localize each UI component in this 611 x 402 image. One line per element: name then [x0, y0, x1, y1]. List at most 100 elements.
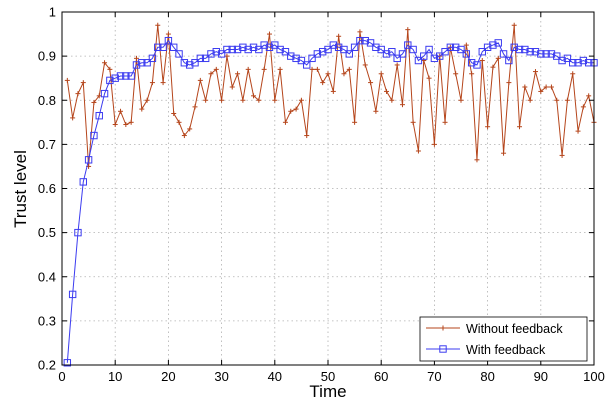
- data-point-without-feedback: [463, 42, 469, 48]
- y-tick-label: 0.2: [38, 358, 56, 373]
- data-point-with-feedback: [356, 36, 364, 45]
- data-point-with-feedback: [377, 45, 385, 54]
- data-point-with-feedback: [201, 54, 210, 63]
- data-point-without-feedback: [368, 80, 374, 86]
- data-point-without-feedback: [431, 141, 437, 147]
- data-point-with-feedback: [207, 50, 215, 58]
- data-point-with-feedback: [180, 59, 189, 67]
- data-point-with-feedback: [260, 41, 268, 49]
- data-point-without-feedback: [266, 31, 272, 37]
- data-point-without-feedback: [399, 102, 405, 108]
- data-point-with-feedback: [499, 50, 508, 58]
- data-point-without-feedback: [485, 124, 491, 130]
- x-tick-label: 20: [161, 369, 175, 384]
- data-point-with-feedback: [324, 45, 332, 54]
- data-point-with-feedback: [521, 45, 529, 54]
- data-point-without-feedback: [453, 71, 459, 77]
- data-point-without-feedback: [144, 97, 150, 103]
- data-point-without-feedback: [75, 91, 81, 97]
- data-point-with-feedback: [292, 54, 300, 63]
- data-point-with-feedback: [425, 45, 433, 54]
- data-point-without-feedback: [586, 93, 592, 99]
- data-point-without-feedback: [469, 71, 475, 77]
- y-tick-label: 0.3: [38, 313, 56, 328]
- data-point-with-feedback: [212, 48, 220, 56]
- data-point-with-feedback: [223, 45, 231, 54]
- data-point-with-feedback: [340, 45, 348, 54]
- legend-items: [426, 325, 460, 353]
- data-point-without-feedback: [506, 80, 512, 86]
- data-point-with-feedback: [276, 45, 284, 54]
- data-point-with-feedback: [563, 54, 572, 63]
- data-point-without-feedback: [415, 148, 421, 154]
- data-point-without-feedback: [325, 71, 331, 77]
- data-point-with-feedback: [318, 48, 327, 56]
- data-point-without-feedback: [256, 97, 262, 103]
- data-point-with-feedback: [553, 52, 561, 60]
- x-tick-label: 70: [427, 369, 441, 384]
- data-point-with-feedback: [68, 290, 77, 299]
- data-point-with-feedback: [143, 59, 151, 67]
- data-point-with-feedback: [436, 52, 444, 60]
- y-tick-label: 0.8: [38, 93, 56, 108]
- x-axis-title: Time: [309, 382, 346, 401]
- data-point-without-feedback: [517, 124, 523, 130]
- data-point-without-feedback: [192, 104, 198, 110]
- data-point-without-feedback: [128, 119, 134, 125]
- data-point-with-feedback: [393, 54, 401, 63]
- data-point-without-feedback: [123, 122, 129, 128]
- legend-label-with-feedback: With feedback: [466, 343, 546, 357]
- legend-label-without-feedback: Without feedback: [466, 322, 563, 336]
- data-point-without-feedback: [394, 62, 400, 68]
- data-point-without-feedback: [261, 66, 267, 72]
- data-point-without-feedback: [474, 157, 480, 163]
- data-point-without-feedback: [272, 97, 278, 103]
- data-point-with-feedback: [249, 43, 258, 51]
- data-point-without-feedback: [458, 97, 464, 103]
- data-point-with-feedback: [569, 59, 577, 67]
- axes: 0 10 20 30 40 50 60 70 80 90 100 0.2 0.3 0.4 0.5 0.6 0.7…: [38, 5, 605, 385]
- data-point-with-feedback: [388, 48, 396, 56]
- y-tick-label: 0.5: [38, 225, 56, 240]
- data-point-with-feedback: [127, 72, 135, 80]
- data-point-with-feedback: [467, 59, 476, 67]
- data-point-with-feedback: [542, 50, 550, 58]
- grid-lines: [62, 12, 594, 365]
- data-point-with-feedback: [90, 131, 98, 140]
- data-point-with-feedback: [308, 54, 316, 63]
- data-point-with-feedback: [409, 45, 417, 54]
- data-point-without-feedback: [357, 29, 363, 35]
- y-tick-label: 0.6: [38, 181, 56, 196]
- data-point-without-feedback: [384, 88, 390, 94]
- data-point-without-feedback: [373, 108, 379, 114]
- data-point-without-feedback: [64, 77, 70, 83]
- legend-box: [419, 316, 588, 362]
- data-point-with-feedback: [483, 43, 492, 51]
- data-point-with-feedback: [420, 52, 428, 60]
- data-point-with-feedback: [138, 59, 146, 67]
- data-point-with-feedback: [185, 61, 194, 69]
- data-point-with-feedback: [537, 50, 545, 58]
- data-point-with-feedback: [489, 41, 497, 49]
- data-point-with-feedback: [74, 228, 82, 237]
- data-point-without-feedback: [336, 33, 342, 39]
- data-point-with-feedback: [265, 43, 274, 51]
- series-with-feedback: [63, 36, 598, 367]
- x-tick-label: 60: [374, 369, 388, 384]
- data-point-with-feedback: [255, 45, 263, 54]
- data-point-without-feedback: [107, 66, 113, 72]
- data-point-without-feedback: [511, 22, 517, 28]
- data-point-with-feedback: [350, 43, 359, 51]
- data-point-without-feedback: [352, 119, 358, 125]
- data-point-without-feedback: [165, 31, 171, 37]
- data-point-without-feedback: [229, 84, 235, 90]
- x-tick-label: 10: [108, 369, 122, 384]
- data-point-without-feedback: [171, 110, 177, 116]
- data-point-with-feedback: [329, 41, 338, 49]
- data-point-without-feedback: [304, 133, 310, 139]
- data-point-with-feedback: [271, 41, 279, 49]
- data-point-without-feedback: [251, 93, 257, 99]
- data-point-with-feedback: [116, 72, 125, 80]
- data-point-without-feedback: [527, 97, 533, 103]
